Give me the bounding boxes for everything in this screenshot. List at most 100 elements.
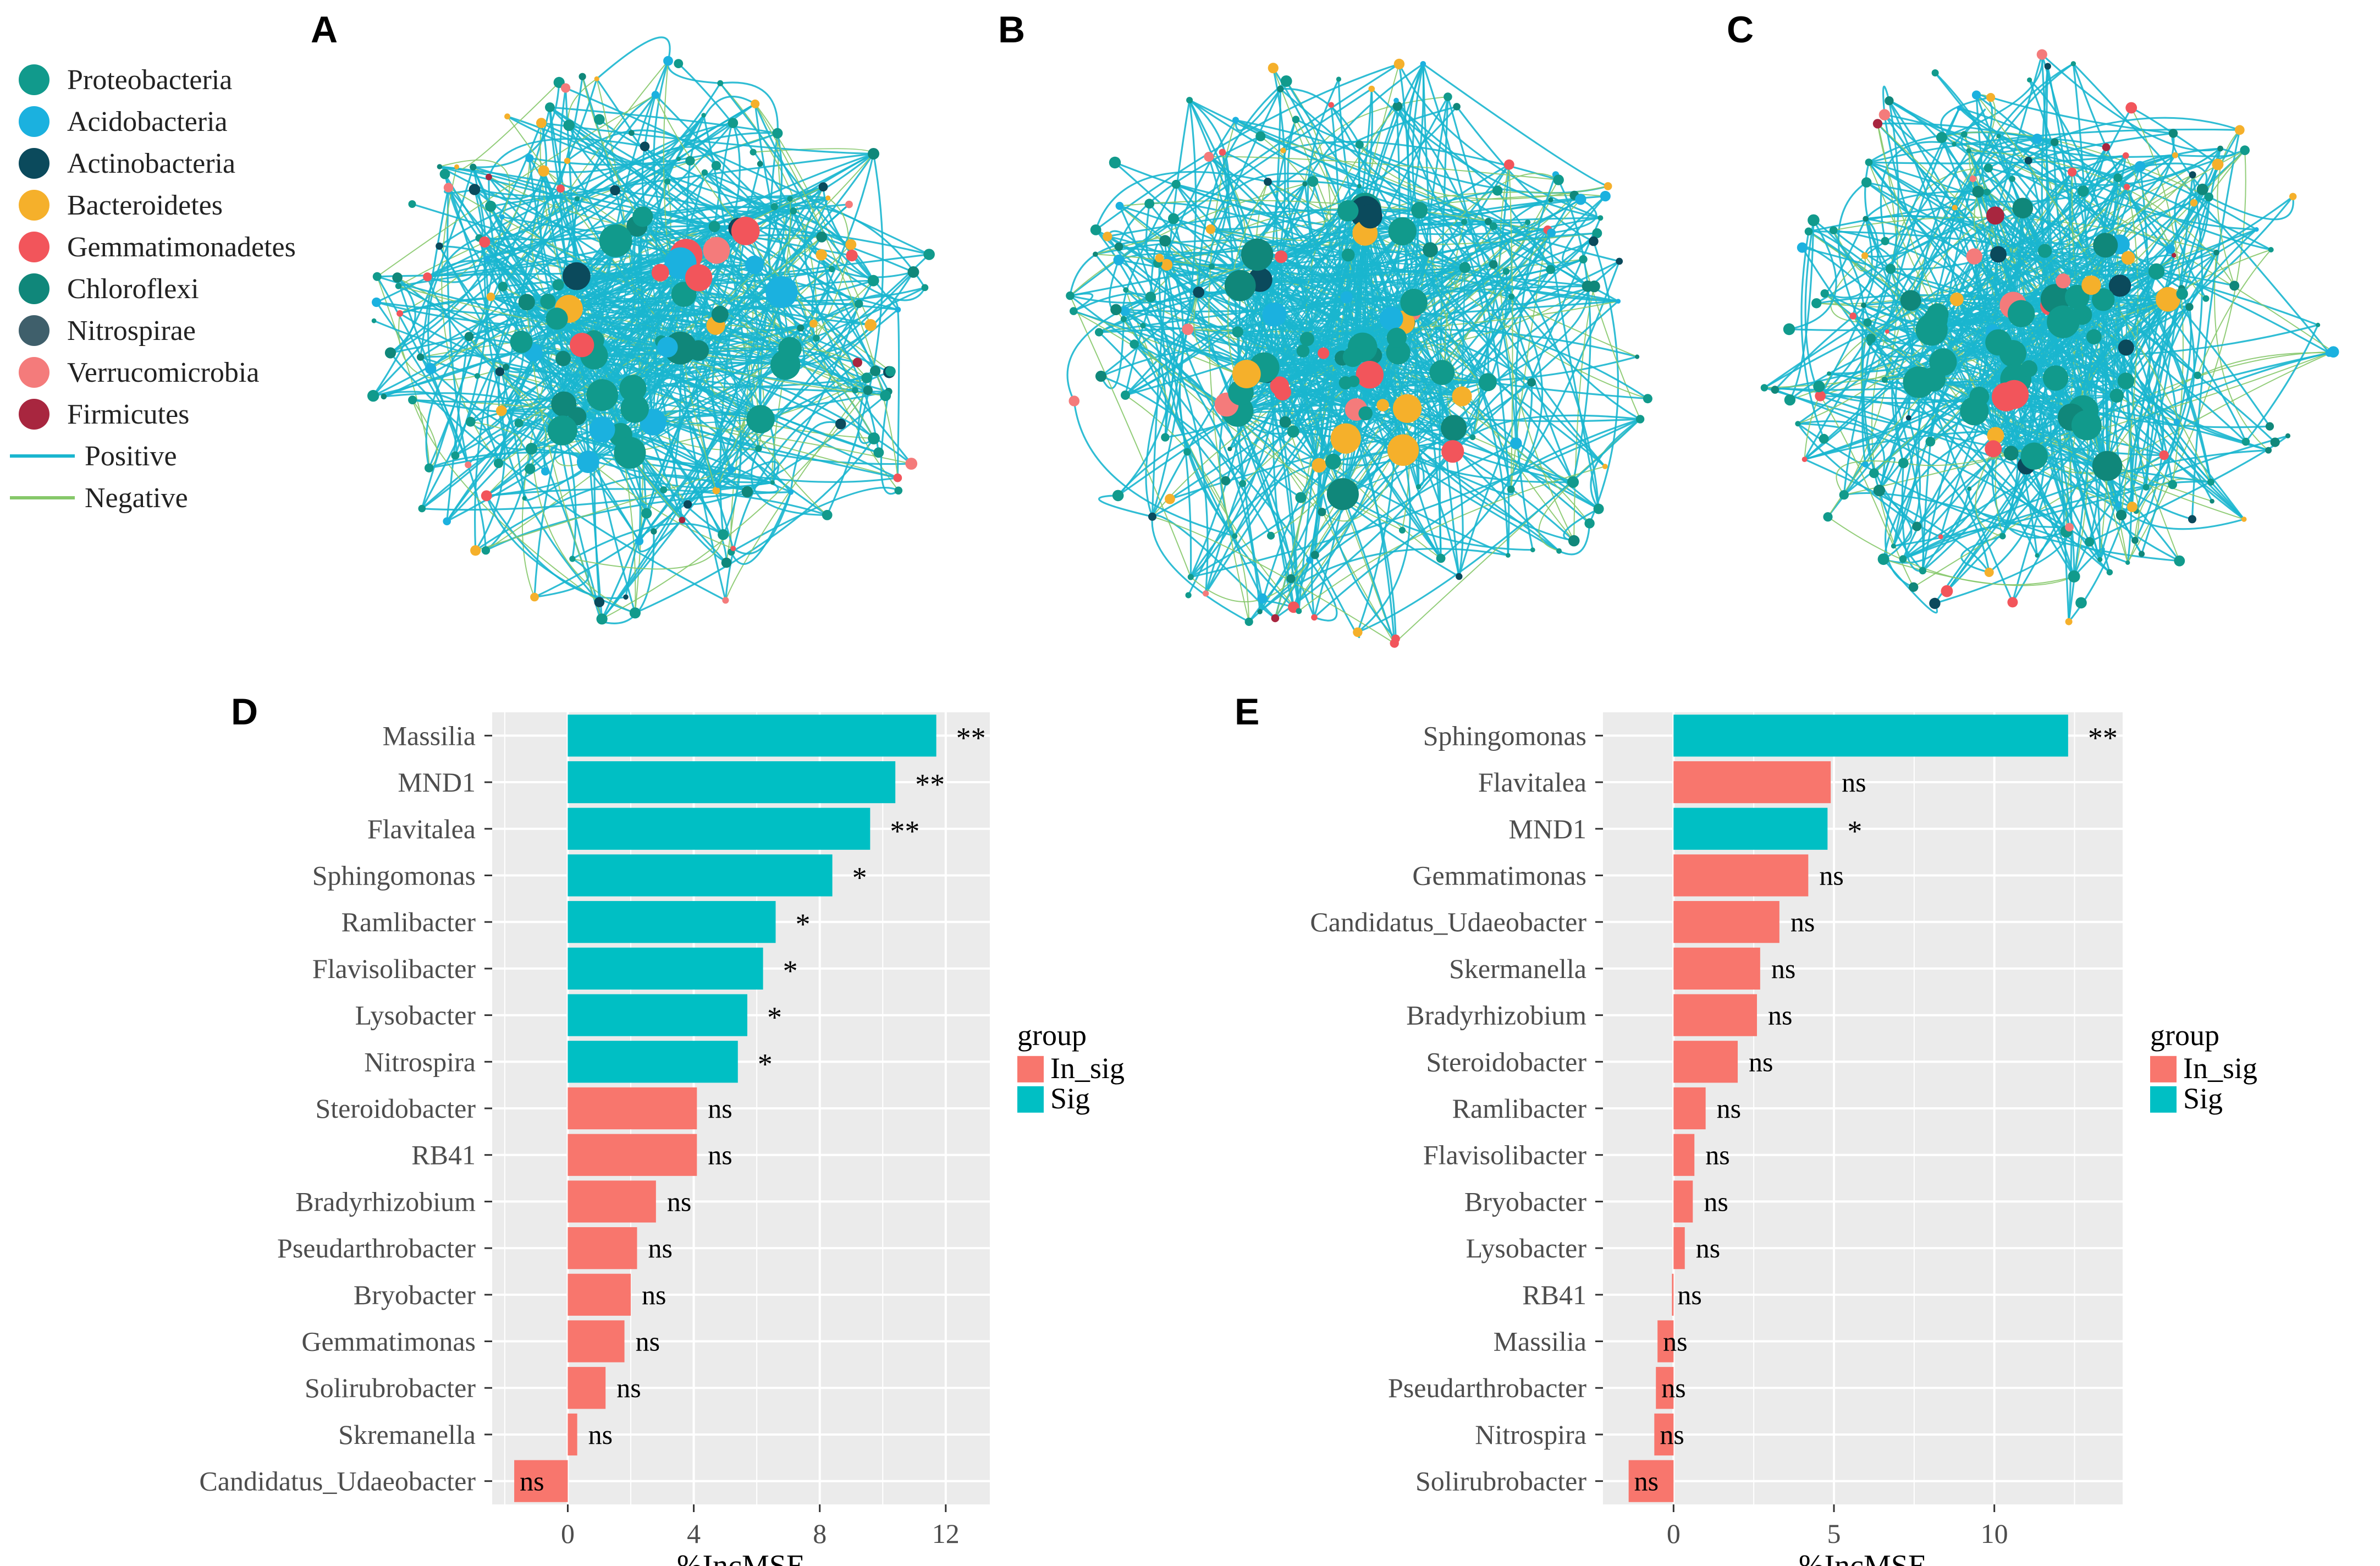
network-node <box>905 458 918 470</box>
network-edge <box>1804 458 1990 573</box>
bar-mnd1 <box>1673 807 1828 850</box>
network-edge <box>1956 299 2035 457</box>
network-node <box>594 76 599 81</box>
network-node <box>1208 263 1215 270</box>
network-node <box>1349 336 1361 348</box>
network-node <box>1318 508 1326 516</box>
network-edge <box>1515 174 1557 551</box>
network-edge <box>731 487 899 553</box>
network-edge <box>2131 229 2257 507</box>
bar-sphingomonas <box>568 854 833 897</box>
significance-label: ** <box>956 721 986 754</box>
network-node <box>2189 171 2196 179</box>
network-node <box>552 279 564 291</box>
bar-bryobacter <box>568 1273 631 1316</box>
network-edge <box>1422 63 1608 188</box>
network-edge <box>826 153 884 516</box>
category-label: Flavisolibacter <box>1423 1140 1586 1171</box>
network-edge <box>1789 328 1932 401</box>
network-node <box>1232 533 1238 539</box>
network-node <box>1987 427 2004 444</box>
network-edge <box>1248 548 1508 623</box>
network-edge <box>730 303 860 470</box>
network-node <box>540 293 556 310</box>
network-edge <box>1070 183 1305 296</box>
network-node <box>1547 228 1556 238</box>
network-node <box>614 437 646 469</box>
network-node <box>880 390 891 402</box>
network-edge <box>2102 299 2127 381</box>
network-edge <box>1239 285 1320 466</box>
network-edge <box>698 350 761 420</box>
network-edge <box>1285 382 1346 423</box>
network-node <box>1960 131 1968 138</box>
network-edge <box>1402 449 1514 496</box>
network-node <box>722 597 729 604</box>
network-edge <box>1444 222 1465 428</box>
network-node <box>1271 614 1280 623</box>
network-node <box>1960 397 1989 426</box>
network-edge <box>629 364 786 454</box>
network-node <box>372 297 382 307</box>
network-node <box>1919 567 1927 575</box>
network-node <box>701 169 708 176</box>
network-node <box>2212 158 2224 171</box>
network-edge <box>1933 378 2108 467</box>
network-node <box>717 80 724 86</box>
legend-title: group <box>2150 1019 2219 1052</box>
network-node <box>1508 293 1515 300</box>
network-node <box>1185 592 1192 598</box>
network-node <box>628 130 635 136</box>
network-node <box>1510 437 1522 449</box>
network-node <box>1878 109 1891 120</box>
network-node <box>1109 156 1121 169</box>
network-node <box>1280 147 1286 153</box>
network-edge <box>1774 154 2175 391</box>
network-node <box>2092 288 2115 311</box>
network-node <box>2047 305 2080 338</box>
bar-pseudarthrobacter <box>1656 1367 1674 1409</box>
network-node <box>765 276 798 309</box>
network-edge <box>642 216 739 229</box>
network-node <box>1967 486 1972 491</box>
network-edge <box>629 348 791 454</box>
legend-swatch-in_sig <box>1017 1056 1044 1083</box>
legend-label-verrucomicrobia: Verrucomicrobia <box>67 357 259 388</box>
network-edge <box>377 94 656 277</box>
network-edge <box>1070 295 1192 578</box>
network-node <box>1582 281 1594 292</box>
network-edge <box>1880 141 1954 241</box>
network-node <box>1909 582 1919 592</box>
network-legend: Proteobacteria Acidobacteria Actinobacteri… <box>10 64 296 514</box>
network-node <box>619 375 647 402</box>
network-edge <box>1798 420 1886 491</box>
network-node <box>2134 161 2146 172</box>
network-node <box>816 231 828 243</box>
network-node <box>599 224 632 257</box>
network-node <box>2126 502 2137 512</box>
significance-label: * <box>852 861 867 894</box>
network-node <box>1148 512 1156 521</box>
network-edge <box>1281 254 1348 257</box>
network-edge <box>2034 299 2169 457</box>
network-node <box>2116 502 2122 508</box>
network-edge <box>500 171 545 411</box>
network-edges <box>372 36 930 624</box>
network-node <box>1597 215 1604 221</box>
network-edge <box>1298 466 1605 612</box>
network-node <box>770 480 775 485</box>
network-edge <box>421 171 545 509</box>
network-node <box>2065 523 2074 532</box>
network-edge <box>474 123 547 200</box>
network-edge <box>2208 196 2294 221</box>
category-label: Candidatus_Udaeobacter <box>199 1466 476 1497</box>
network-node <box>1863 318 1872 327</box>
network-edge <box>1370 215 1489 227</box>
network-node <box>845 200 853 208</box>
network-node <box>829 266 835 272</box>
network-edge <box>1819 218 1879 397</box>
network-edge <box>1293 431 1453 452</box>
network-node <box>425 362 437 375</box>
network-edge <box>1430 173 1559 250</box>
significance-label: * <box>796 908 811 941</box>
